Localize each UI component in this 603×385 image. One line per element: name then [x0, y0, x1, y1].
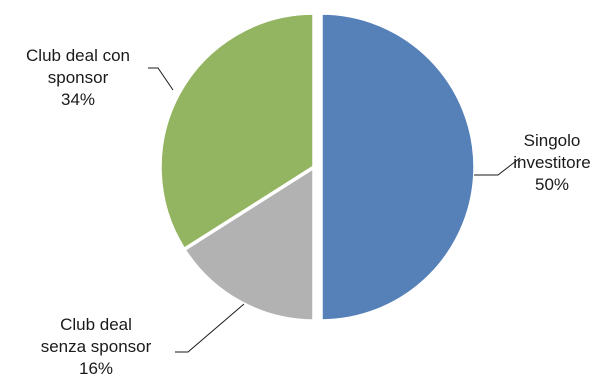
slice-label-singolo-investitore: Singolo investitore 50% — [513, 131, 590, 194]
slice-value-label: 34% — [61, 90, 95, 109]
leader-line-singolo-investitore — [474, 157, 521, 176]
slice-name-line: sponsor — [48, 68, 109, 87]
pie-slice-club-deal-con-sponsor — [158, 11, 316, 252]
leader-lines-layer — [148, 67, 521, 353]
slice-label-club-deal-con-sponsor: Club deal con sponsor 34% — [26, 46, 130, 109]
pie-slice-singolo-investitore — [319, 11, 477, 323]
slices-layer — [158, 11, 477, 323]
slice-name-line: Singolo — [524, 131, 581, 150]
slice-name-line: senza sponsor — [41, 337, 152, 356]
leader-line-club-deal-senza-sponsor — [175, 303, 245, 353]
labels-layer: Singolo investitore 50% Club deal senza spon… — [26, 46, 591, 378]
slice-label-club-deal-senza-sponsor: Club deal senza sponsor 16% — [41, 315, 152, 378]
pie-slice-club-deal-senza-sponsor — [181, 163, 316, 323]
leader-line-club-deal-con-sponsor — [148, 67, 174, 91]
slice-name-line: investitore — [513, 153, 590, 172]
slice-value-label: 50% — [535, 175, 569, 194]
slice-name-line: Club deal con — [26, 46, 130, 65]
slice-name-line: Club deal — [60, 315, 132, 334]
slice-value-label: 16% — [79, 359, 113, 378]
